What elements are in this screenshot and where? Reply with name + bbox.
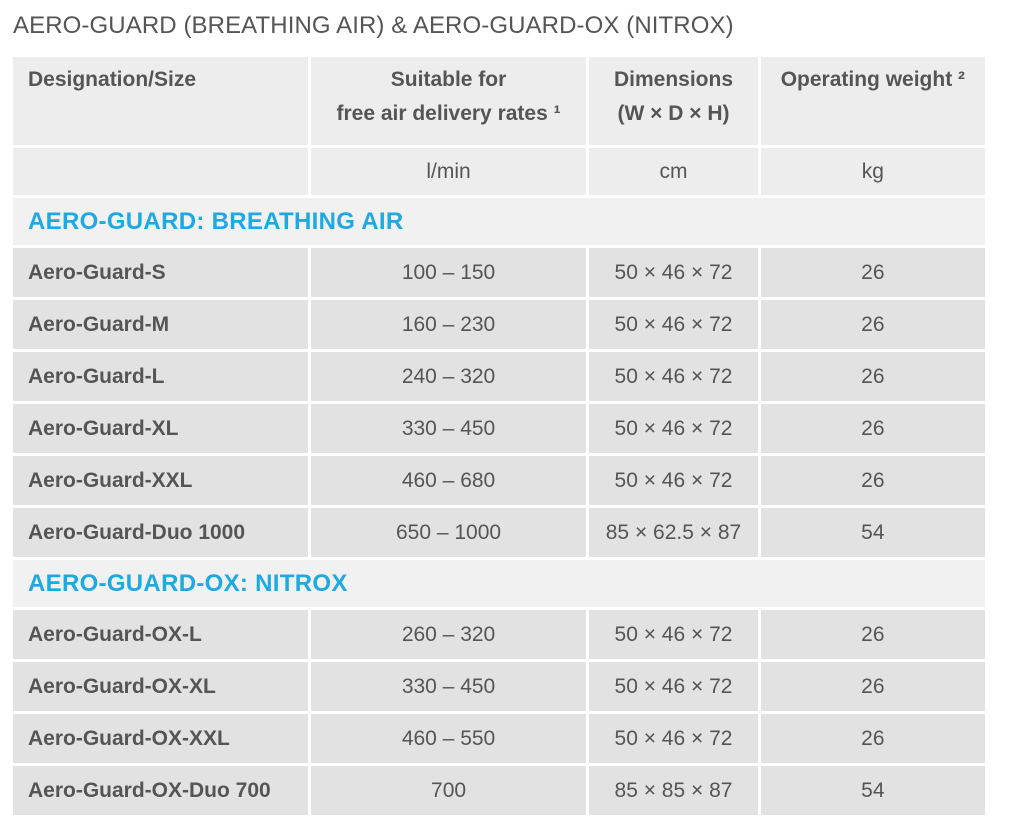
units-row: l/min cm kg [13,148,985,195]
weight: 54 [760,766,985,815]
flow-rate: 330 – 450 [310,662,587,711]
dimensions: 50 × 46 × 72 [589,714,758,763]
section-heading-row: AERO-GUARD-OX: NITROX [13,560,985,607]
flow-rate: 330 – 450 [310,404,587,453]
unit-designation [13,148,308,195]
model-name: Aero-Guard-OX-XL [13,662,308,711]
dimensions: 50 × 46 × 72 [589,662,758,711]
model-name: Aero-Guard-M [13,300,308,349]
weight: 26 [760,662,985,711]
model-name: Aero-Guard-OX-XXL [13,714,308,763]
unit-weight: kg [760,148,985,195]
table-header-row: Designation/Size Suitable for free air d… [13,57,985,145]
table-row: Aero-Guard-OX-XXL 460 – 550 50 × 46 × 72… [13,714,985,763]
header-weight: Operating weight ² [760,57,985,145]
header-designation: Designation/Size [13,57,308,145]
dimensions: 50 × 46 × 72 [589,300,758,349]
weight: 26 [760,300,985,349]
weight: 26 [760,248,985,297]
flow-rate: 650 – 1000 [310,508,587,557]
dimensions: 50 × 46 × 72 [589,404,758,453]
table-row: Aero-Guard-OX-Duo 700 700 85 × 85 × 87 5… [13,766,985,815]
section-heading-row: AERO-GUARD: BREATHING AIR [13,198,985,245]
table-row: Aero-Guard-S 100 – 150 50 × 46 × 72 26 [13,248,985,297]
table-row: Aero-Guard-OX-L 260 – 320 50 × 46 × 72 2… [13,610,985,659]
weight: 26 [760,610,985,659]
model-name: Aero-Guard-Duo 1000 [13,508,308,557]
table-row: Aero-Guard-OX-XL 330 – 450 50 × 46 × 72 … [13,662,985,711]
table-row: Aero-Guard-Duo 1000 650 – 1000 85 × 62.5… [13,508,985,557]
table-row: Aero-Guard-M 160 – 230 50 × 46 × 72 26 [13,300,985,349]
weight: 26 [760,456,985,505]
header-dimensions-line2: (W × D × H) [617,102,730,125]
flow-rate: 100 – 150 [310,248,587,297]
model-name: Aero-Guard-S [13,248,308,297]
header-dimensions-line1: Dimensions [613,68,733,91]
table-row: Aero-Guard-XXL 460 – 680 50 × 46 × 72 26 [13,456,985,505]
dimensions: 85 × 85 × 87 [589,766,758,815]
weight: 26 [760,714,985,763]
flow-rate: 460 – 680 [310,456,587,505]
dimensions: 50 × 46 × 72 [589,248,758,297]
unit-flow: l/min [310,148,587,195]
model-name: Aero-Guard-OX-L [13,610,308,659]
model-name: Aero-Guard-L [13,352,308,401]
spec-table: Designation/Size Suitable for free air d… [10,54,988,818]
header-dimensions: Dimensions (W × D × H) [589,57,758,145]
weight: 54 [760,508,985,557]
unit-dimensions: cm [589,148,758,195]
dimensions: 85 × 62.5 × 87 [589,508,758,557]
header-designation-label: Designation/Size [28,68,197,91]
flow-rate: 460 – 550 [310,714,587,763]
flow-rate: 260 – 320 [310,610,587,659]
flow-rate: 160 – 230 [310,300,587,349]
dimensions: 50 × 46 × 72 [589,352,758,401]
model-name: Aero-Guard-OX-Duo 700 [13,766,308,815]
header-weight-label: Operating weight ² [780,68,966,91]
dimensions: 50 × 46 × 72 [589,610,758,659]
weight: 26 [760,404,985,453]
header-flow-rate-line1: Suitable for [390,68,507,91]
header-flow-rate-line2: free air delivery rates ¹ [336,102,561,125]
weight: 26 [760,352,985,401]
flow-rate: 700 [310,766,587,815]
model-name: Aero-Guard-XXL [13,456,308,505]
table-row: Aero-Guard-XL 330 – 450 50 × 46 × 72 26 [13,404,985,453]
model-name: Aero-Guard-XL [13,404,308,453]
section-heading: AERO-GUARD: BREATHING AIR [13,198,985,245]
page-title: AERO-GUARD (BREATHING AIR) & AERO-GUARD-… [13,12,734,39]
flow-rate: 240 – 320 [310,352,587,401]
dimensions: 50 × 46 × 72 [589,456,758,505]
header-flow-rate: Suitable for free air delivery rates ¹ [310,57,587,145]
table-row: Aero-Guard-L 240 – 320 50 × 46 × 72 26 [13,352,985,401]
section-heading: AERO-GUARD-OX: NITROX [13,560,985,607]
